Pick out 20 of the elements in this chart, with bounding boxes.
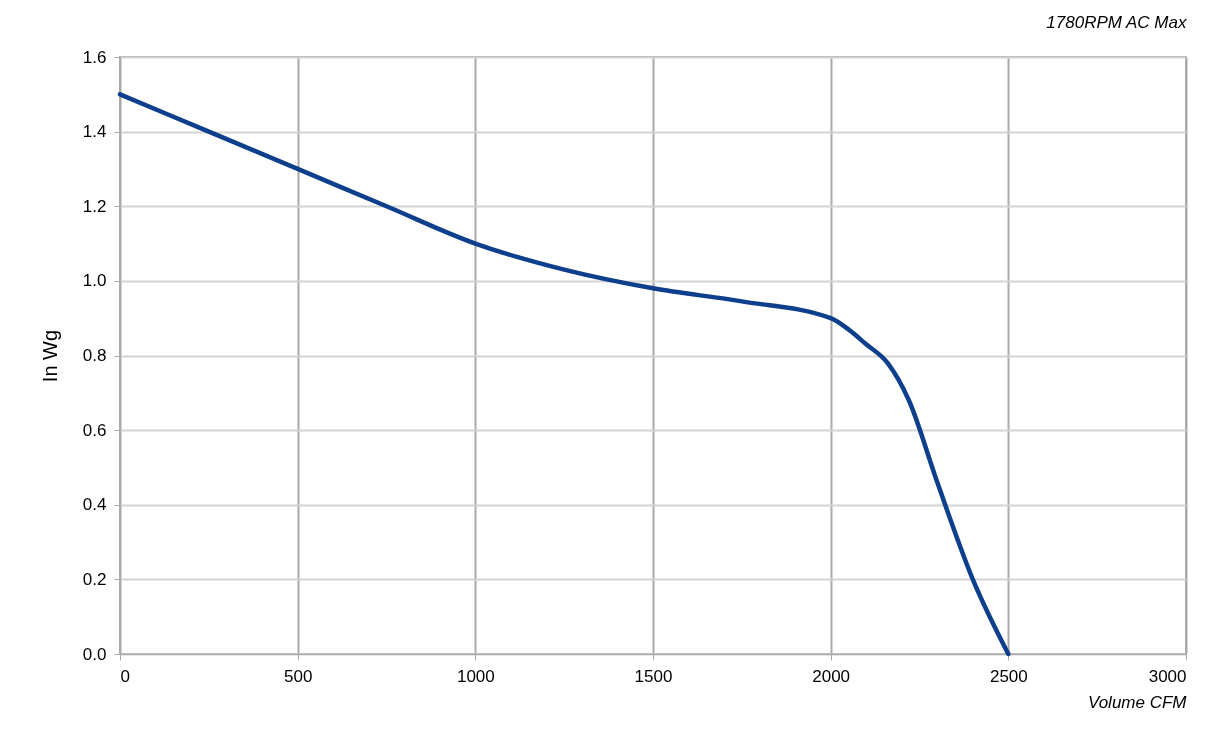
y-tick-label: 1.2 <box>82 196 107 216</box>
x-tick-label: 1000 <box>456 666 495 686</box>
y-tick-label: 0.6 <box>82 420 107 440</box>
chart-title: 1780RPM AC Max <box>1046 13 1187 32</box>
y-tick-label: 0.0 <box>82 644 107 664</box>
x-axis-title: Volume CFM <box>1087 692 1188 712</box>
line-series <box>117 92 1011 657</box>
x-tick-label: 2000 <box>812 666 851 686</box>
x-tick-label: 1500 <box>634 666 673 686</box>
x-tick-label: 2500 <box>989 666 1028 686</box>
y-tick-label: 0.2 <box>82 569 107 589</box>
x-tick-label: 500 <box>283 666 313 686</box>
y-tick-label: 1.0 <box>82 271 107 291</box>
x-tick-label: 3000 <box>1148 666 1187 686</box>
y-tick-label: 0.4 <box>82 495 107 515</box>
y-tick-label: 0.8 <box>82 346 107 365</box>
y-tick-label: 1.6 <box>82 47 107 67</box>
y-axis-title: In Wg <box>38 329 61 383</box>
y-tick-label: 1.4 <box>82 122 107 142</box>
x-tick-label: 0 <box>120 666 130 686</box>
